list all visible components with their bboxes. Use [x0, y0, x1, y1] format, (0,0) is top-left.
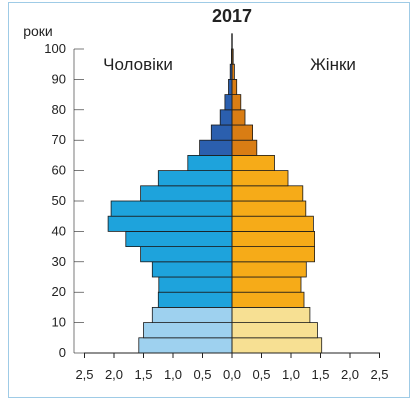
male-bar-35-39 [125, 230, 233, 247]
female-bar-20-24 [231, 276, 302, 293]
x-tick-label: 1,0 [164, 367, 182, 382]
female-bar-30-34 [231, 246, 315, 263]
male-bar-85-89 [228, 79, 233, 96]
chart-title: 2017 [212, 6, 252, 26]
y-tick-label: 50 [52, 193, 66, 208]
male-bar-0-4 [138, 337, 233, 354]
x-tick-label: 0,5 [252, 367, 270, 382]
male-bar-45-49 [110, 200, 233, 217]
y-tick-label: 10 [52, 315, 66, 330]
male-bar-55-59 [157, 170, 233, 187]
female-bar-60-64 [231, 154, 275, 171]
male-bar-70-74 [210, 124, 233, 141]
x-tick-label: 0,5 [193, 367, 211, 382]
female-bar-35-39 [231, 230, 315, 247]
female-bar-5-9 [231, 322, 318, 339]
female-bar-55-59 [231, 170, 289, 187]
y-tick-label: 60 [52, 163, 66, 178]
male-bar-65-69 [199, 139, 233, 156]
female-bar-85-89 [231, 79, 238, 96]
male-bar-10-14 [151, 306, 233, 323]
male-bar-30-34 [140, 246, 233, 263]
male-bar-75-79 [219, 109, 233, 126]
y-tick-label: 90 [52, 71, 66, 86]
male-bar-40-44 [107, 215, 233, 232]
male-bar-60-64 [187, 154, 233, 171]
y-tick-label: 20 [52, 284, 66, 299]
x-tick-label: 2,0 [105, 367, 123, 382]
female-bar-25-29 [231, 261, 307, 278]
male-bar-15-19 [157, 291, 233, 308]
male-bar-50-54 [140, 185, 233, 202]
female-bar-75-79 [231, 109, 246, 126]
female-bar-50-54 [231, 185, 304, 202]
female-bar-45-49 [231, 200, 307, 217]
female-bar-15-19 [231, 291, 305, 308]
x-tick-label: 2,5 [370, 367, 388, 382]
female-bar-40-44 [231, 215, 314, 232]
female-bar-0-4 [231, 337, 323, 354]
male-bar-5-9 [143, 322, 233, 339]
y-tick-label: 80 [52, 102, 66, 117]
x-tick-label: 2,0 [341, 367, 359, 382]
female-bar-65-69 [231, 139, 258, 156]
male-bar-20-24 [158, 276, 233, 293]
y-tick-label: 0 [59, 345, 66, 360]
males-annotation: Чоловіки [103, 55, 173, 74]
female-bar-70-74 [231, 124, 254, 141]
female-bar-80-84 [231, 94, 242, 111]
x-tick-label: 1,0 [282, 367, 300, 382]
female-bar-10-14 [231, 306, 311, 323]
x-tick-label: 0,0 [223, 367, 241, 382]
y-tick-label: 30 [52, 254, 66, 269]
male-bar-25-29 [151, 261, 233, 278]
x-tick-label: 1,5 [134, 367, 152, 382]
x-tick-label: 1,5 [311, 367, 329, 382]
y-tick-label: 40 [52, 223, 66, 238]
x-tick-label: 2,5 [75, 367, 93, 382]
y-tick-label: 100 [44, 41, 66, 56]
y-tick-label: 70 [52, 132, 66, 147]
male-bar-80-84 [224, 94, 233, 111]
y-axis-label: роки [23, 23, 53, 39]
females-annotation: Жінки [310, 55, 356, 74]
bars-layer [107, 33, 323, 354]
axes-layer: 2,5 2,0 1,5 1,0 0,5 0,0 0,5 1,0 1,5 2,0 2,5 0 10 20 30… [44, 40, 389, 382]
